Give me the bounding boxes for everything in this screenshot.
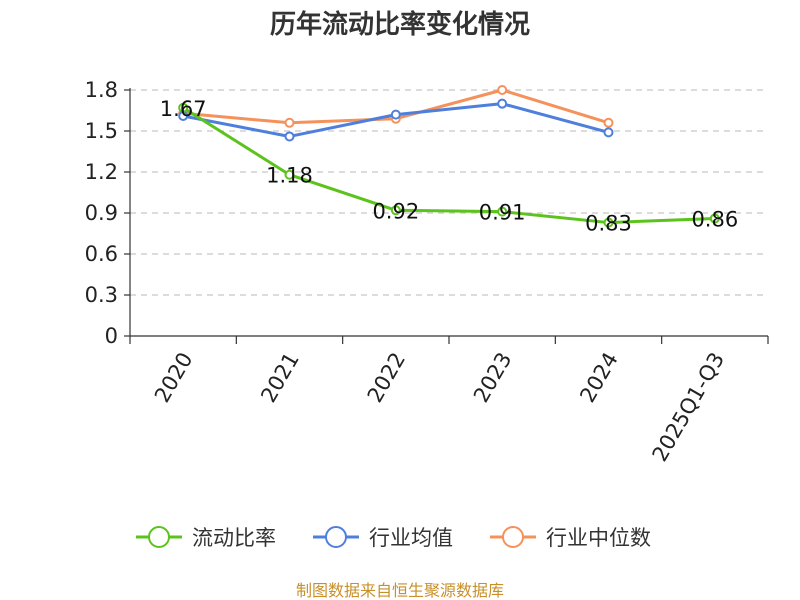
legend: 流动比率 行业均值 行业中位数 <box>136 526 651 550</box>
y-tick-label: 0.3 <box>85 283 118 307</box>
data-point <box>390 205 401 216</box>
x-tick-label: 2025Q1-Q3 <box>648 348 730 465</box>
data-label: 1.18 <box>266 164 313 188</box>
data-point <box>497 85 508 95</box>
y-tick-label: 1.8 <box>85 78 118 102</box>
x-tick-label: 2024 <box>575 348 623 406</box>
y-tick-label: 0.9 <box>85 201 118 225</box>
x-tick-label: 2023 <box>469 348 517 406</box>
gridlines <box>130 89 768 296</box>
data-point <box>603 117 614 128</box>
legend-marker <box>325 526 347 548</box>
data-point <box>497 98 508 109</box>
y-axis-ticks: 0 0.3 0.6 0.9 1.2 1.5 1.8 <box>85 78 118 348</box>
legend-marker <box>502 526 524 548</box>
source-note: 制图数据来自恒生聚源数据库 <box>296 581 504 600</box>
y-tick-label: 1.5 <box>85 119 118 143</box>
data-point <box>178 102 189 113</box>
data-label: 1.67 <box>160 97 207 121</box>
legend-label: 流动比率 <box>192 526 276 550</box>
legend-marker <box>148 526 170 548</box>
series-lines <box>178 85 720 228</box>
x-tick-label: 2020 <box>150 348 198 406</box>
data-labels: 1.67 1.18 0.92 0.91 0.83 0.86 <box>160 97 738 236</box>
data-point <box>497 206 508 217</box>
data-label: 0.86 <box>691 207 738 231</box>
y-tick-label: 1.2 <box>85 160 118 184</box>
data-point <box>284 117 295 128</box>
x-axis-ticks: 2020 2021 2022 2023 2024 2025Q1-Q3 <box>150 348 729 465</box>
x-tick-label: 2021 <box>256 348 304 406</box>
y-tick-label: 0 <box>105 324 118 348</box>
y-tick-label: 0.6 <box>85 242 118 266</box>
series-line <box>182 106 715 225</box>
data-point <box>284 131 295 142</box>
data-point <box>603 217 614 228</box>
legend-label: 行业均值 <box>369 526 453 550</box>
x-tick-label: 2022 <box>363 348 411 406</box>
axes <box>124 88 769 344</box>
data-label: 0.92 <box>372 199 419 223</box>
data-point <box>390 109 401 120</box>
data-point <box>709 213 720 224</box>
data-label: 0.83 <box>585 212 632 236</box>
chart-title: 历年流动比率变化情况 <box>270 9 530 40</box>
data-point <box>284 169 295 180</box>
data-point <box>603 127 614 138</box>
data-label: 0.91 <box>479 201 526 225</box>
legend-label: 行业中位数 <box>546 526 651 550</box>
